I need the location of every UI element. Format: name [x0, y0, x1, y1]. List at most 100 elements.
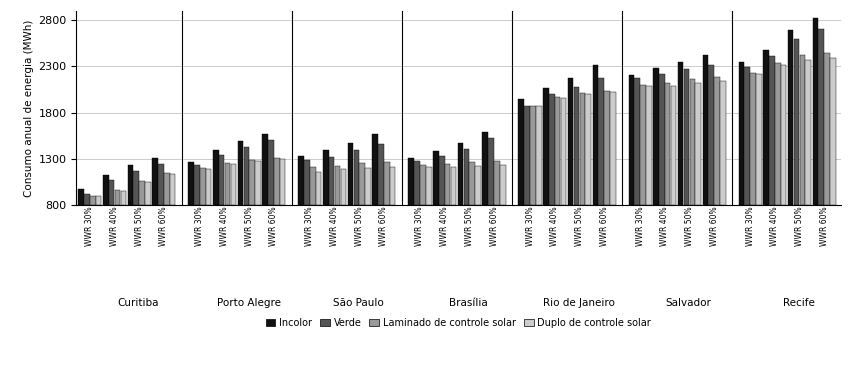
- Bar: [304, 160, 310, 205]
- Bar: [164, 173, 170, 205]
- Bar: [451, 167, 456, 205]
- Bar: [555, 97, 560, 205]
- Bar: [494, 161, 500, 205]
- Bar: [646, 86, 652, 205]
- Bar: [84, 194, 90, 205]
- Text: Salvador: Salvador: [666, 298, 711, 308]
- Bar: [585, 94, 591, 205]
- Bar: [96, 196, 101, 205]
- Bar: [414, 161, 420, 205]
- Bar: [769, 56, 774, 205]
- Bar: [549, 94, 554, 205]
- Bar: [800, 55, 805, 205]
- Bar: [560, 98, 566, 205]
- Bar: [634, 78, 640, 205]
- Bar: [103, 175, 109, 205]
- Bar: [640, 85, 646, 205]
- Bar: [530, 106, 536, 205]
- Text: São Paulo: São Paulo: [334, 298, 384, 308]
- Bar: [703, 55, 708, 205]
- Bar: [127, 165, 133, 205]
- Bar: [379, 144, 384, 205]
- Bar: [373, 134, 378, 205]
- Bar: [781, 66, 786, 205]
- Bar: [420, 165, 425, 205]
- Bar: [353, 150, 359, 205]
- Bar: [812, 18, 818, 205]
- Bar: [745, 67, 750, 205]
- Bar: [316, 172, 322, 205]
- Bar: [121, 191, 126, 205]
- Bar: [464, 149, 469, 205]
- Bar: [390, 167, 396, 205]
- Bar: [695, 83, 701, 205]
- Bar: [525, 106, 530, 205]
- Bar: [604, 92, 610, 205]
- Bar: [714, 78, 720, 205]
- Bar: [359, 163, 365, 205]
- Bar: [244, 147, 249, 205]
- Bar: [335, 166, 340, 205]
- Bar: [445, 164, 450, 205]
- Bar: [188, 161, 194, 205]
- Bar: [830, 58, 835, 205]
- Bar: [365, 168, 371, 205]
- Bar: [756, 74, 762, 205]
- Bar: [500, 165, 505, 205]
- Bar: [231, 164, 236, 205]
- Bar: [775, 63, 780, 205]
- Bar: [574, 87, 579, 205]
- Bar: [519, 99, 524, 205]
- Bar: [206, 169, 211, 205]
- Bar: [262, 134, 268, 205]
- Bar: [274, 158, 279, 205]
- Bar: [818, 29, 824, 205]
- Text: Curitiba: Curitiba: [118, 298, 160, 308]
- Bar: [139, 181, 145, 205]
- Bar: [238, 141, 244, 205]
- Bar: [109, 180, 115, 205]
- Bar: [482, 132, 488, 205]
- Bar: [794, 39, 799, 205]
- Y-axis label: Consumo anual de energia (MWh): Consumo anual de energia (MWh): [25, 19, 34, 197]
- Bar: [599, 78, 604, 205]
- Bar: [250, 160, 255, 205]
- Bar: [628, 75, 634, 205]
- Bar: [739, 62, 744, 205]
- Bar: [384, 163, 390, 205]
- Bar: [348, 143, 353, 205]
- Bar: [298, 156, 304, 205]
- Bar: [610, 92, 616, 205]
- Bar: [671, 86, 677, 205]
- Bar: [219, 155, 224, 205]
- Bar: [78, 189, 84, 205]
- Bar: [194, 165, 200, 205]
- Bar: [806, 60, 811, 205]
- Bar: [543, 87, 548, 205]
- Bar: [268, 140, 273, 205]
- Bar: [536, 106, 542, 205]
- Bar: [653, 68, 659, 205]
- Bar: [323, 150, 329, 205]
- Bar: [170, 173, 176, 205]
- Bar: [593, 66, 598, 205]
- Bar: [708, 64, 714, 205]
- Bar: [280, 159, 285, 205]
- Bar: [225, 163, 230, 205]
- Legend: Incolor, Verde, Laminado de controle solar, Duplo de controle solar: Incolor, Verde, Laminado de controle sol…: [261, 314, 655, 332]
- Text: Recife: Recife: [783, 298, 815, 308]
- Bar: [256, 161, 261, 205]
- Text: Rio de Janeiro: Rio de Janeiro: [543, 298, 615, 308]
- Bar: [678, 62, 683, 205]
- Bar: [488, 138, 494, 205]
- Bar: [115, 190, 121, 205]
- Bar: [751, 73, 756, 205]
- Bar: [158, 164, 164, 205]
- Bar: [469, 163, 475, 205]
- Bar: [439, 156, 445, 205]
- Text: Porto Alegre: Porto Alegre: [216, 298, 280, 308]
- Bar: [426, 167, 431, 205]
- Bar: [340, 169, 346, 205]
- Bar: [329, 157, 335, 205]
- Bar: [788, 30, 794, 205]
